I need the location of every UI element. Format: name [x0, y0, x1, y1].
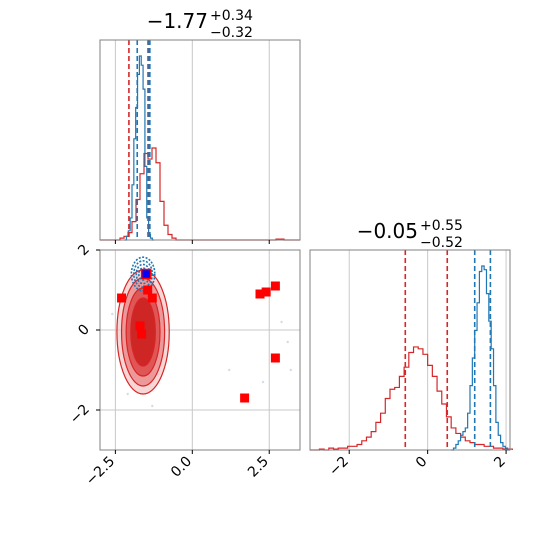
panel-title-upper: +0.55: [420, 218, 463, 234]
panel-frame: [309, 249, 511, 451]
bottom-right-histogram-series: [310, 346, 513, 451]
faint-point: [280, 320, 283, 324]
red-square-marker: [135, 321, 145, 331]
bottom-right-histogram-series: [451, 265, 510, 451]
red-square-marker: [270, 281, 280, 291]
top-left-marginal-panel: −1.77 +0.34−0.32: [99, 8, 301, 244]
faint-point: [126, 392, 129, 396]
red-square-marker: [147, 293, 157, 303]
faint-point: [286, 340, 289, 344]
faint-point: [111, 312, 114, 316]
panel-title-group: −0.05 +0.55−0.52: [357, 218, 463, 251]
bottom-right-marginal-panel: −2 0 2 −0.05 +0.55−0.52: [309, 218, 513, 480]
y-tick-label: 2: [75, 242, 93, 260]
red-square-marker: [240, 393, 250, 403]
faint-point: [261, 380, 265, 384]
blue-contour-level: [133, 259, 154, 288]
x-tick-label: −2.5: [83, 454, 118, 489]
red-square-marker: [255, 289, 265, 299]
red-square-marker: [261, 287, 271, 297]
faint-point: [228, 368, 231, 372]
panel-title-upper: +0.34: [210, 8, 253, 24]
red-square-marker: [143, 285, 153, 295]
panel-title-lower: −0.32: [210, 25, 253, 41]
x-tick-label: −2: [326, 454, 352, 480]
bottom-left-2d-panel: −2.5 0.0 2.5 −2 0 2: [67, 242, 301, 489]
x-tick-label: 0.0: [168, 454, 195, 481]
red-square-marker: [137, 329, 147, 339]
blue-square-marker: [140, 268, 152, 280]
panel-title-value: −1.77: [147, 9, 208, 33]
panel-frame: [99, 39, 301, 241]
top-left-histogram-series: [124, 55, 155, 241]
red-square-marker: [117, 293, 127, 303]
faint-point: [289, 368, 292, 372]
blue-contour-level: [130, 256, 156, 292]
red-square-marker: [270, 353, 280, 363]
x-tick-label: 2.5: [245, 454, 272, 481]
faint-point: [151, 404, 154, 408]
panel-title-group: −1.77 +0.34−0.32: [147, 8, 253, 41]
panel-title-lower: −0.52: [420, 235, 463, 251]
y-tick-label: 0: [75, 322, 93, 340]
y-tick-label: −2: [67, 402, 93, 428]
panel-frame: [99, 249, 301, 451]
panel-title-value: −0.05: [357, 219, 418, 243]
x-tick-label: 2: [491, 454, 509, 472]
x-tick-label: 0: [413, 454, 431, 472]
